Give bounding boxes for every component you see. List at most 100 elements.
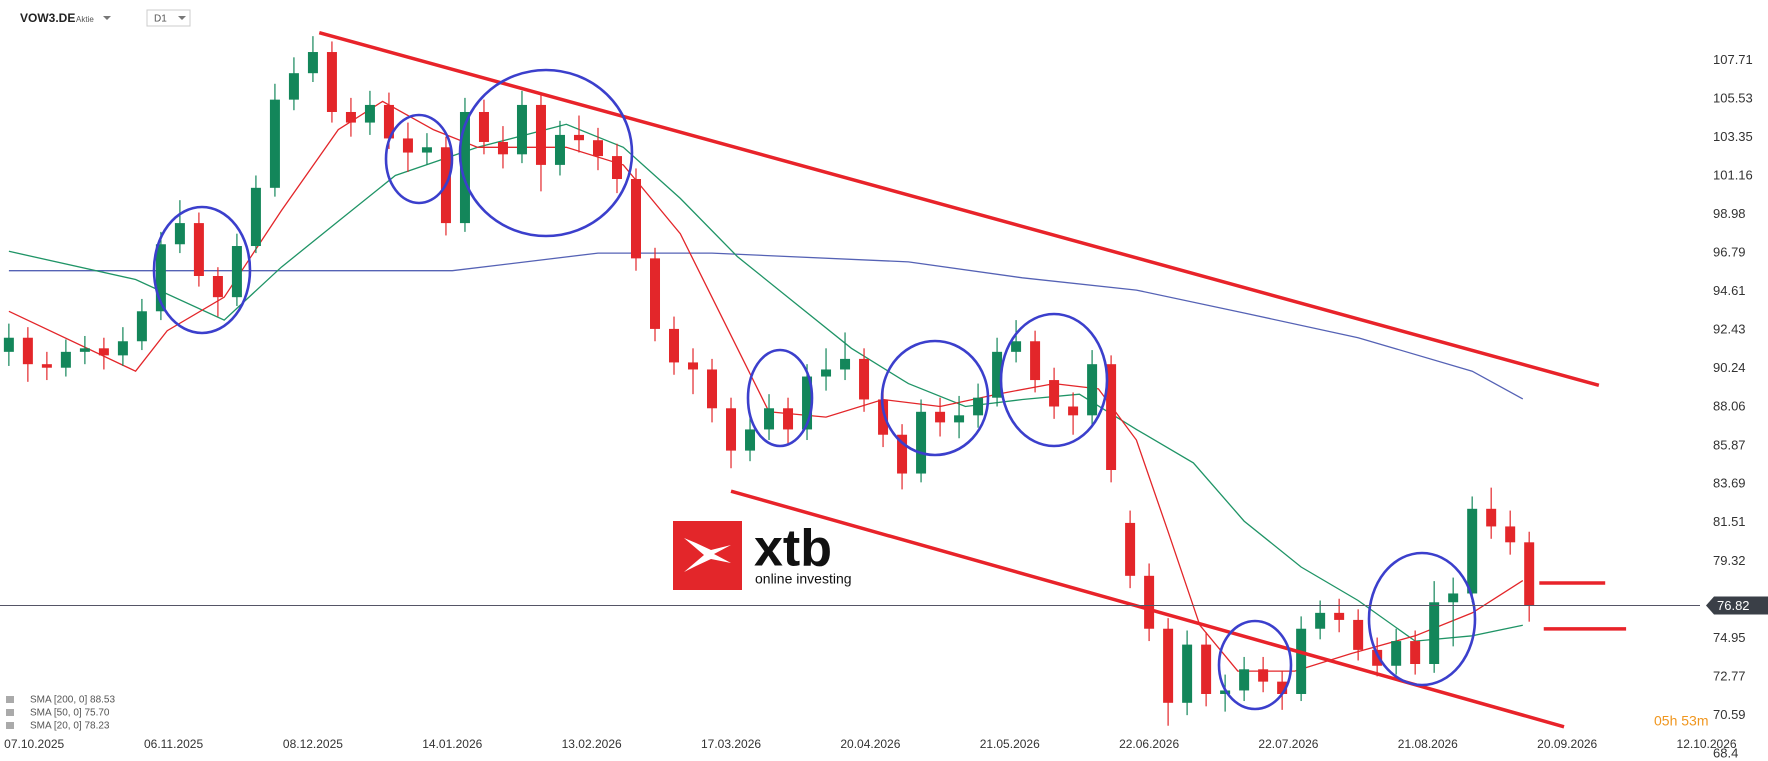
y-tick-label: 81.51 <box>1713 514 1746 529</box>
candle-body <box>231 246 242 298</box>
circle <box>458 68 634 238</box>
y-tick-label: 72.77 <box>1713 668 1746 683</box>
x-tick-label: 21.08.2026 <box>1398 737 1458 751</box>
candle-body <box>821 369 832 377</box>
x-tick-label: 17.03.2026 <box>701 737 761 751</box>
candle-body <box>535 104 546 165</box>
candle-body <box>573 134 584 141</box>
x-tick-label: 12.10.2026 <box>1677 737 1737 751</box>
candle-body <box>1353 619 1364 650</box>
legend-entry: SMA [20, 0] 78.23 <box>30 721 110 732</box>
y-tick-label: 98.98 <box>1713 206 1746 221</box>
candle-body <box>269 99 280 188</box>
candle-body <box>326 52 337 112</box>
candle-body <box>1391 641 1402 666</box>
timeframe-arrow <box>178 16 186 20</box>
y-tick-label: 107.71 <box>1713 52 1753 67</box>
candle-body <box>307 52 318 74</box>
circle <box>880 339 990 457</box>
candle-body <box>688 362 699 370</box>
y-tick-label: 92.43 <box>1713 322 1746 337</box>
candle-body <box>878 399 889 435</box>
logo-name: xtb <box>754 520 832 578</box>
y-tick-label: 79.32 <box>1713 553 1746 568</box>
legend-entry: SMA [50, 0] 75.70 <box>30 708 110 719</box>
candle-body <box>1030 341 1041 381</box>
candle-body <box>41 364 52 368</box>
y-tick-label: 90.24 <box>1713 360 1746 375</box>
trendline <box>730 489 1565 729</box>
y-tick-label: 74.95 <box>1713 630 1746 645</box>
dropdown-arrow[interactable] <box>103 16 111 20</box>
y-tick-label: 83.69 <box>1713 476 1746 491</box>
candle-body <box>1467 508 1478 594</box>
candle-body <box>497 141 508 155</box>
candle-body <box>707 369 718 409</box>
logo: xtb online investing <box>673 520 852 590</box>
candle-body <box>1125 522 1136 576</box>
candle-body <box>1201 644 1212 694</box>
y-tick-label: 103.35 <box>1713 129 1753 144</box>
candle-body <box>764 408 775 430</box>
candle-body <box>840 358 851 370</box>
candle-body <box>650 258 661 329</box>
candle-body <box>1144 575 1155 629</box>
candle-body <box>402 138 413 153</box>
candle-body <box>1448 593 1459 603</box>
x-tick-label: 22.06.2026 <box>1119 737 1179 751</box>
x-tick-label: 21.05.2026 <box>980 737 1040 751</box>
x-tick-label: 13.02.2026 <box>562 737 622 751</box>
circle <box>384 113 454 205</box>
candle-body <box>1524 542 1535 606</box>
y-tick-label: 96.79 <box>1713 245 1746 260</box>
candle-body <box>421 147 432 153</box>
candle-body <box>1087 364 1098 416</box>
candle-body <box>1429 602 1440 665</box>
candle-body <box>383 104 394 139</box>
candle-body <box>288 73 299 100</box>
x-tick-label: 22.07.2026 <box>1258 737 1318 751</box>
candle-body <box>459 111 470 224</box>
x-tick-label: 07.10.2025 <box>4 737 64 751</box>
candle-body <box>212 276 223 298</box>
last-price-box <box>1706 596 1768 615</box>
x-tick-label: 20.04.2026 <box>840 737 900 751</box>
candle-body <box>1277 681 1288 694</box>
circle <box>152 205 252 335</box>
y-tick-label: 105.53 <box>1713 91 1753 106</box>
sma-line <box>8 100 1524 672</box>
candle-body <box>973 397 984 416</box>
candle-body <box>897 434 908 474</box>
candle-body <box>745 429 756 451</box>
candle-body <box>22 337 33 365</box>
candle-body <box>954 415 965 423</box>
sma-line <box>8 252 1524 400</box>
y-tick-label: 88.06 <box>1713 399 1746 414</box>
timeframe: D1 <box>154 14 167 25</box>
candle-body <box>802 376 813 430</box>
candle-body <box>60 351 71 368</box>
y-tick-label: 85.87 <box>1713 437 1746 452</box>
timeframe-box[interactable] <box>146 9 191 27</box>
x-tick-label: 08.12.2025 <box>283 737 343 751</box>
candle-body <box>1011 341 1022 352</box>
candle-body <box>98 348 109 356</box>
candle-body <box>1068 406 1079 416</box>
logo-x <box>684 538 731 572</box>
candle-body <box>669 328 680 363</box>
candle-body <box>364 104 375 123</box>
x-tick-label: 14.01.2026 <box>422 737 482 751</box>
trendline <box>318 30 1600 388</box>
candle-body <box>516 104 527 155</box>
candle-body <box>935 411 946 423</box>
y-tick-label: 68.4 <box>1713 745 1738 760</box>
candle-body <box>1106 364 1117 471</box>
candle-body <box>630 179 641 259</box>
candle-body <box>592 140 603 157</box>
candle-body <box>1258 669 1269 682</box>
sma-line <box>8 123 1523 642</box>
candle-body <box>478 111 489 142</box>
candle-body <box>1220 690 1231 694</box>
candle-body <box>117 341 128 356</box>
symbol: VOW3.DE <box>20 11 75 25</box>
